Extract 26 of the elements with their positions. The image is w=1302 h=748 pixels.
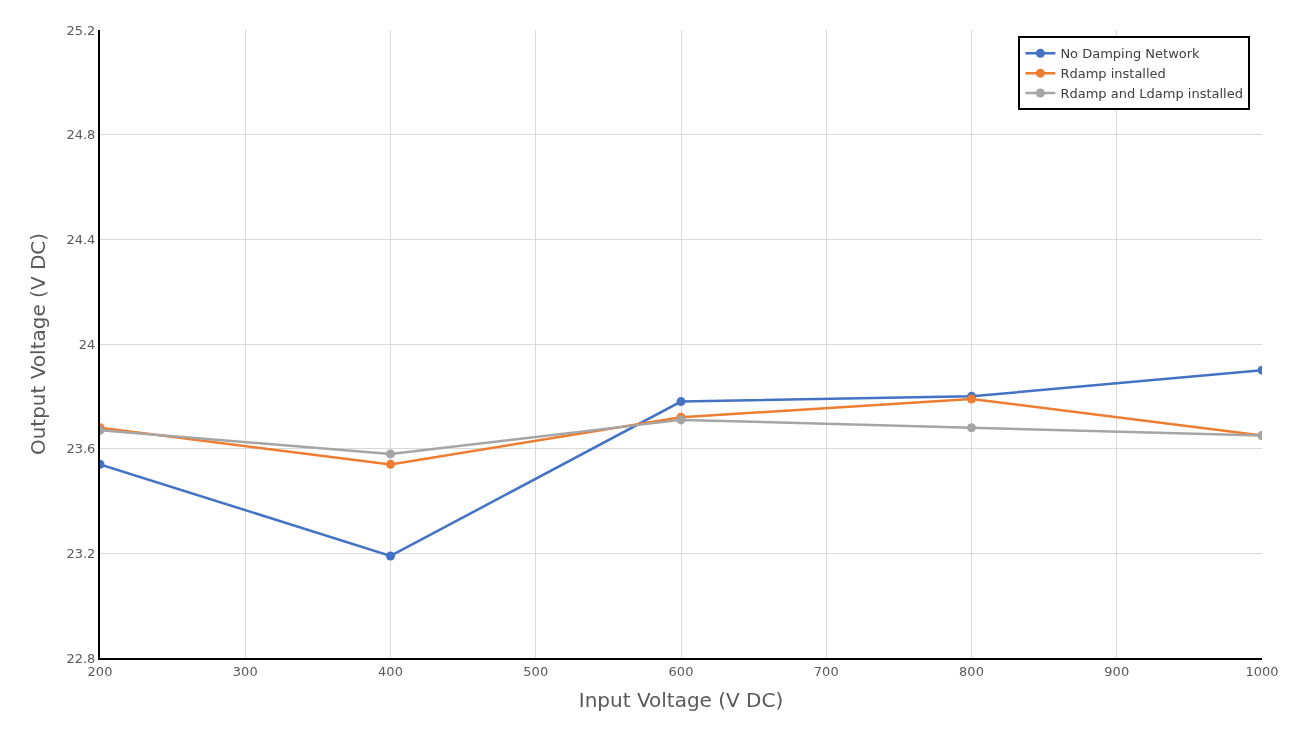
x-tick-label: 1000 xyxy=(1245,663,1279,679)
x-axis-title: Input Voltage (V DC) xyxy=(578,687,784,712)
y-tick-label: 25.2 xyxy=(66,22,96,38)
legend-label: Rdamp and Ldamp installed xyxy=(1060,86,1243,102)
legend-label: No Damping Network xyxy=(1060,46,1201,62)
x-tick-label: 400 xyxy=(378,663,403,679)
y-tick-label: 24 xyxy=(78,336,96,352)
y-tick-label: 23.2 xyxy=(66,545,96,561)
point xyxy=(676,397,686,407)
x-tick-label: 300 xyxy=(232,663,258,679)
legend-label: Rdamp installed xyxy=(1060,66,1166,82)
x-tick-label: 900 xyxy=(1104,663,1130,679)
x-tick-label: 800 xyxy=(959,663,984,679)
point xyxy=(967,423,976,433)
point xyxy=(386,459,395,469)
y-axis-title: Output Voltage (V DC) xyxy=(26,232,51,456)
y-tick-label: 22.8 xyxy=(66,650,96,666)
y-tick-label: 23.6 xyxy=(66,441,96,457)
x-tick-label: 200 xyxy=(87,663,113,679)
x-tick-label: 700 xyxy=(813,663,839,679)
y-tick-label: 24.4 xyxy=(66,231,96,247)
point xyxy=(386,449,395,459)
x-tick-label: 500 xyxy=(523,663,549,679)
y-tick-label: 24.8 xyxy=(66,127,96,143)
x-tick-label: 600 xyxy=(668,663,694,679)
point xyxy=(386,551,395,561)
